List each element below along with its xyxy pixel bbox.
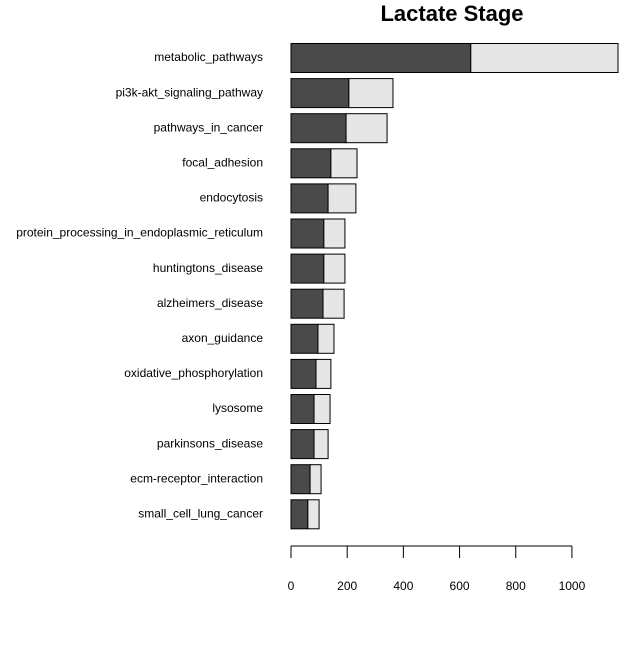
bar-segment bbox=[315, 358, 332, 389]
bar-segment bbox=[290, 394, 315, 424]
x-tick-label: 200 bbox=[337, 579, 357, 593]
y-tick-label: ecm-receptor_interaction bbox=[130, 471, 263, 485]
bar-segment bbox=[290, 358, 317, 389]
bar-segment bbox=[290, 323, 319, 354]
bar-segment bbox=[313, 429, 329, 460]
bar-segment bbox=[290, 113, 347, 144]
bar-segment bbox=[290, 253, 325, 284]
x-tick-label: 0 bbox=[288, 579, 295, 593]
bar-segment bbox=[470, 43, 619, 73]
bar-segment bbox=[290, 78, 350, 109]
bar-segment bbox=[307, 499, 320, 530]
y-tick-label: oxidative_phosphorylation bbox=[124, 366, 263, 380]
bar-segment bbox=[290, 499, 309, 530]
y-tick-label: metabolic_pathways bbox=[154, 50, 263, 64]
bar-segment bbox=[323, 218, 346, 249]
y-tick-label: pi3k-akt_signaling_pathway bbox=[116, 85, 263, 99]
y-tick-label: small_cell_lung_cancer bbox=[138, 506, 263, 520]
y-tick-label: alzheimers_disease bbox=[157, 296, 263, 310]
bar-segment bbox=[345, 113, 388, 144]
y-tick-label: axon_guidance bbox=[182, 331, 264, 345]
bar-segment bbox=[322, 288, 345, 319]
bar-segment bbox=[290, 288, 324, 319]
y-tick-label: endocytosis bbox=[200, 191, 263, 205]
bar-segment bbox=[290, 429, 315, 460]
y-tick-label: pathways_in_cancer bbox=[154, 120, 263, 134]
bar-segment bbox=[330, 148, 358, 179]
x-tick-label: 800 bbox=[506, 579, 526, 593]
y-tick-label: parkinsons_disease bbox=[157, 436, 263, 450]
y-tick-label: lysosome bbox=[212, 401, 263, 415]
bar-segment bbox=[327, 183, 357, 214]
bar-segment bbox=[317, 323, 335, 354]
bar-segment bbox=[290, 43, 472, 73]
bar-segment bbox=[309, 464, 322, 495]
bar-segment bbox=[313, 394, 331, 424]
bar-segment bbox=[290, 218, 325, 249]
y-tick-label: huntingtons_disease bbox=[153, 261, 263, 275]
x-tick-label: 1000 bbox=[559, 579, 586, 593]
bar-segment bbox=[290, 464, 311, 495]
y-tick-label: protein_processing_in_endoplasmic_reticu… bbox=[16, 226, 263, 240]
x-tick-label: 600 bbox=[450, 579, 470, 593]
y-tick-label: focal_adhesion bbox=[182, 155, 263, 169]
x-tick-label: 400 bbox=[393, 579, 413, 593]
bar-segment bbox=[348, 78, 394, 109]
bar-segment bbox=[290, 148, 332, 179]
bar-segment bbox=[323, 253, 346, 284]
bar-segment bbox=[290, 183, 329, 214]
chart-title: Lactate Stage bbox=[380, 1, 523, 26]
